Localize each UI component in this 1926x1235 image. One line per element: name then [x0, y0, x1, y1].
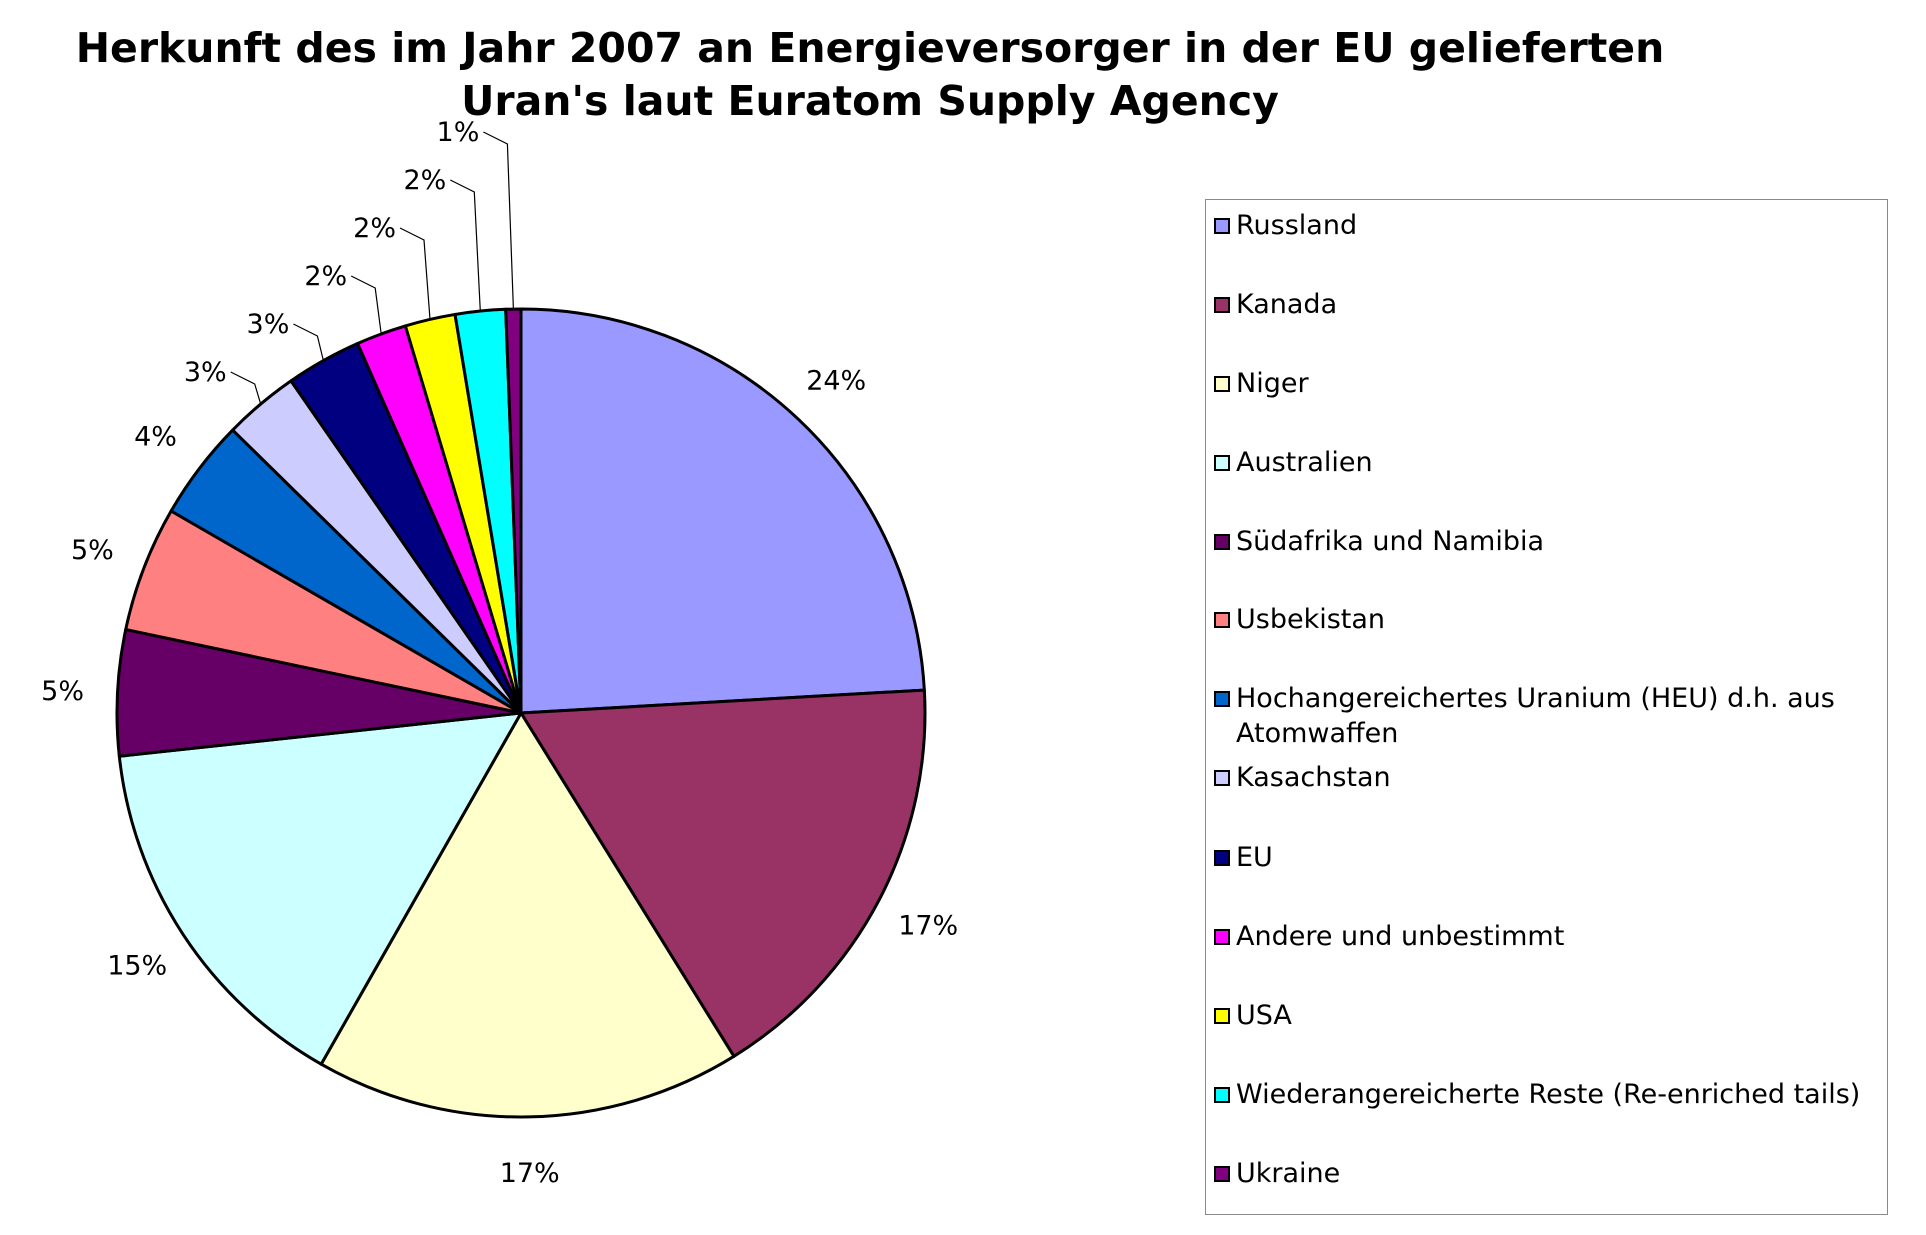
legend-label-8: EU — [1236, 842, 1273, 873]
pct-label-11: 2% — [403, 165, 446, 196]
legend-item-11: Wiederangereicherte Reste (Re-enriched t… — [1214, 1077, 1879, 1112]
pct-label-0: 24% — [806, 365, 866, 396]
chart-title-line-2: Uran's laut Euratom Supply Agency — [461, 77, 1279, 125]
legend-label-12: Ukraine — [1236, 1158, 1341, 1189]
legend-swatch-0 — [1214, 218, 1230, 234]
legend-swatch-10 — [1214, 1008, 1230, 1024]
legend-label-4: Südafrika und Namibia — [1236, 526, 1545, 557]
legend-item-1: Kanada — [1214, 287, 1879, 322]
legend-label-5: Usbekistan — [1236, 604, 1386, 635]
legend-label-9: Andere und unbestimmt — [1236, 921, 1565, 952]
legend-swatch-11 — [1214, 1087, 1230, 1103]
leader-line-11 — [450, 179, 481, 312]
legend-swatch-8 — [1214, 850, 1230, 866]
pct-label-1: 17% — [898, 911, 958, 942]
pct-label-8: 3% — [247, 309, 290, 340]
legend-item-0: Russland — [1214, 208, 1879, 243]
pct-label-4: 5% — [41, 676, 84, 707]
pct-label-7: 3% — [184, 357, 227, 388]
legend-label-0: Russland — [1236, 210, 1358, 241]
legend-swatch-2 — [1214, 376, 1230, 392]
legend-label-7: Kasachstan — [1236, 762, 1391, 793]
legend-swatch-5 — [1214, 612, 1230, 628]
pct-label-9: 2% — [304, 261, 347, 292]
legend-swatch-3 — [1214, 455, 1230, 471]
legend-item-12: Ukraine — [1214, 1156, 1879, 1191]
pct-label-3: 15% — [107, 951, 167, 982]
legend-swatch-12 — [1214, 1166, 1230, 1182]
legend-swatch-4 — [1214, 534, 1230, 550]
legend-item-7: Kasachstan — [1214, 760, 1879, 795]
pct-label-2: 17% — [500, 1158, 560, 1189]
pie-slice-0 — [519, 307, 926, 715]
leader-line-12 — [483, 131, 514, 310]
legend-swatch-7 — [1214, 770, 1230, 786]
pct-label-6: 4% — [134, 421, 177, 452]
legend-label-11: Wiederangereicherte Reste (Re-enriched t… — [1236, 1079, 1861, 1110]
legend-item-4: Südafrika und Namibia — [1214, 524, 1879, 559]
legend-label-1: Kanada — [1236, 289, 1338, 320]
leader-line-9 — [350, 275, 382, 334]
legend-swatch-1 — [1214, 297, 1230, 313]
pct-label-10: 2% — [353, 213, 396, 244]
pie-slice-3 — [117, 711, 523, 1066]
leader-line-10 — [399, 227, 431, 320]
legend-label-2: Niger — [1236, 368, 1309, 399]
legend-label-6: Hochangereichertes Uranium (HEU) d.h. au… — [1236, 683, 1835, 749]
legend-item-10: USA — [1214, 998, 1879, 1033]
legend-item-2: Niger — [1214, 366, 1879, 401]
leader-line-7 — [230, 371, 262, 405]
legend-swatch-9 — [1214, 929, 1230, 945]
pie-slice-2 — [319, 711, 736, 1119]
pct-label-5: 5% — [71, 535, 114, 566]
chart-title: Herkunft des im Jahr 2007 an Energievers… — [0, 22, 1740, 128]
chart-title-line-1: Herkunft des im Jahr 2007 an Energievers… — [75, 24, 1665, 72]
legend-item-9: Andere und unbestimmt — [1214, 919, 1879, 954]
leader-line-8 — [293, 323, 324, 361]
legend-label-10: USA — [1236, 1000, 1292, 1031]
legend-swatch-6 — [1214, 691, 1230, 707]
legend-item-3: Australien — [1214, 445, 1879, 480]
pct-label-extra-0: 1% — [437, 117, 480, 148]
legend-item-6: Hochangereichertes Uranium (HEU) d.h. au… — [1214, 681, 1879, 751]
legend-label-3: Australien — [1236, 447, 1373, 478]
legend: Russland Kanada Niger Australien Südafrika u… — [1205, 199, 1888, 1215]
pie-slice-1 — [519, 688, 927, 1058]
legend-item-5: Usbekistan — [1214, 602, 1879, 637]
legend-item-8: EU — [1214, 840, 1879, 875]
